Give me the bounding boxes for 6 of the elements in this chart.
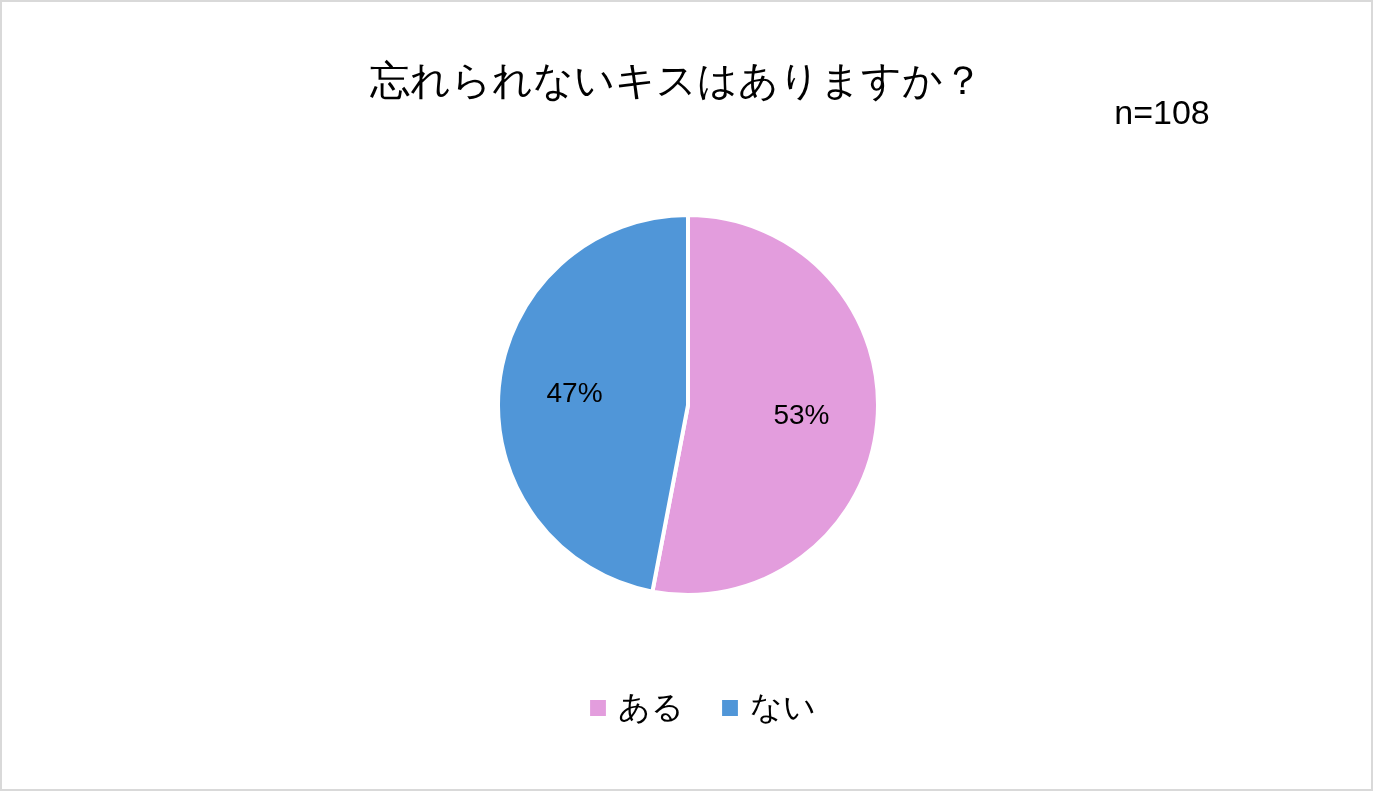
legend-label: ない	[750, 689, 816, 725]
text: n=108	[1114, 93, 1210, 131]
chart-title: 忘れられないキスはありますか？	[370, 58, 983, 102]
legend-label: ある	[618, 689, 684, 725]
data-label: 53%	[773, 398, 830, 430]
data-label: 47%	[546, 377, 603, 409]
